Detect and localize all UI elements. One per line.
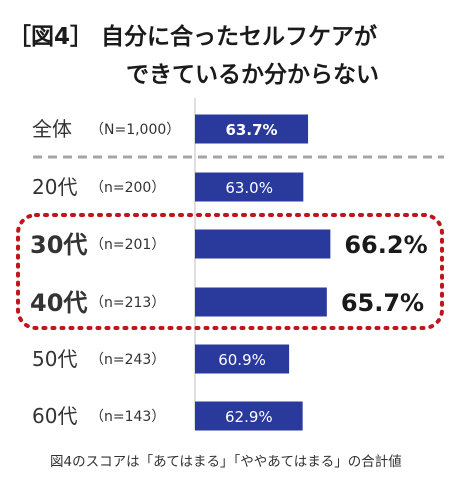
bar	[195, 229, 331, 259]
data-label: 66.2%	[344, 231, 427, 259]
sample-size-label: （n=213）	[90, 295, 165, 311]
chart-title-line2: できているか分からない	[126, 62, 379, 88]
bar	[195, 401, 303, 431]
highlight-box	[16, 213, 444, 330]
bars-group: 全体 （N=1,000） 63.7% 20代 （n=200） 63.0% 30代 （n=201…	[30, 114, 428, 431]
bar	[195, 114, 309, 144]
footnote: 図4のスコアは「あてはまる」「ややあてはまる」の合計値	[50, 454, 402, 470]
category-label: 全体	[32, 117, 72, 141]
sample-size-label: （n=243）	[90, 352, 165, 368]
bar	[195, 172, 304, 202]
data-label: 63.7%	[226, 121, 278, 139]
category-label: 50代	[32, 347, 77, 371]
data-label: 63.0%	[225, 179, 273, 197]
data-label: 65.7%	[341, 289, 424, 317]
bar	[195, 287, 327, 317]
chart-title-line1: ［図4］ 自分に合ったセルフケアが	[8, 23, 377, 50]
data-label: 60.9%	[218, 351, 266, 369]
sample-size-label: （n=143）	[90, 409, 165, 425]
category-label: 40代	[30, 289, 87, 317]
category-label: 20代	[32, 175, 77, 199]
sample-size-label: （N=1,000）	[90, 122, 180, 138]
data-label: 62.9%	[225, 408, 273, 426]
sample-size-label: （n=201）	[90, 237, 165, 253]
bar	[195, 344, 290, 374]
sample-size-label: （n=200）	[90, 180, 165, 196]
category-label: 60代	[32, 404, 77, 428]
category-label: 30代	[30, 231, 87, 259]
